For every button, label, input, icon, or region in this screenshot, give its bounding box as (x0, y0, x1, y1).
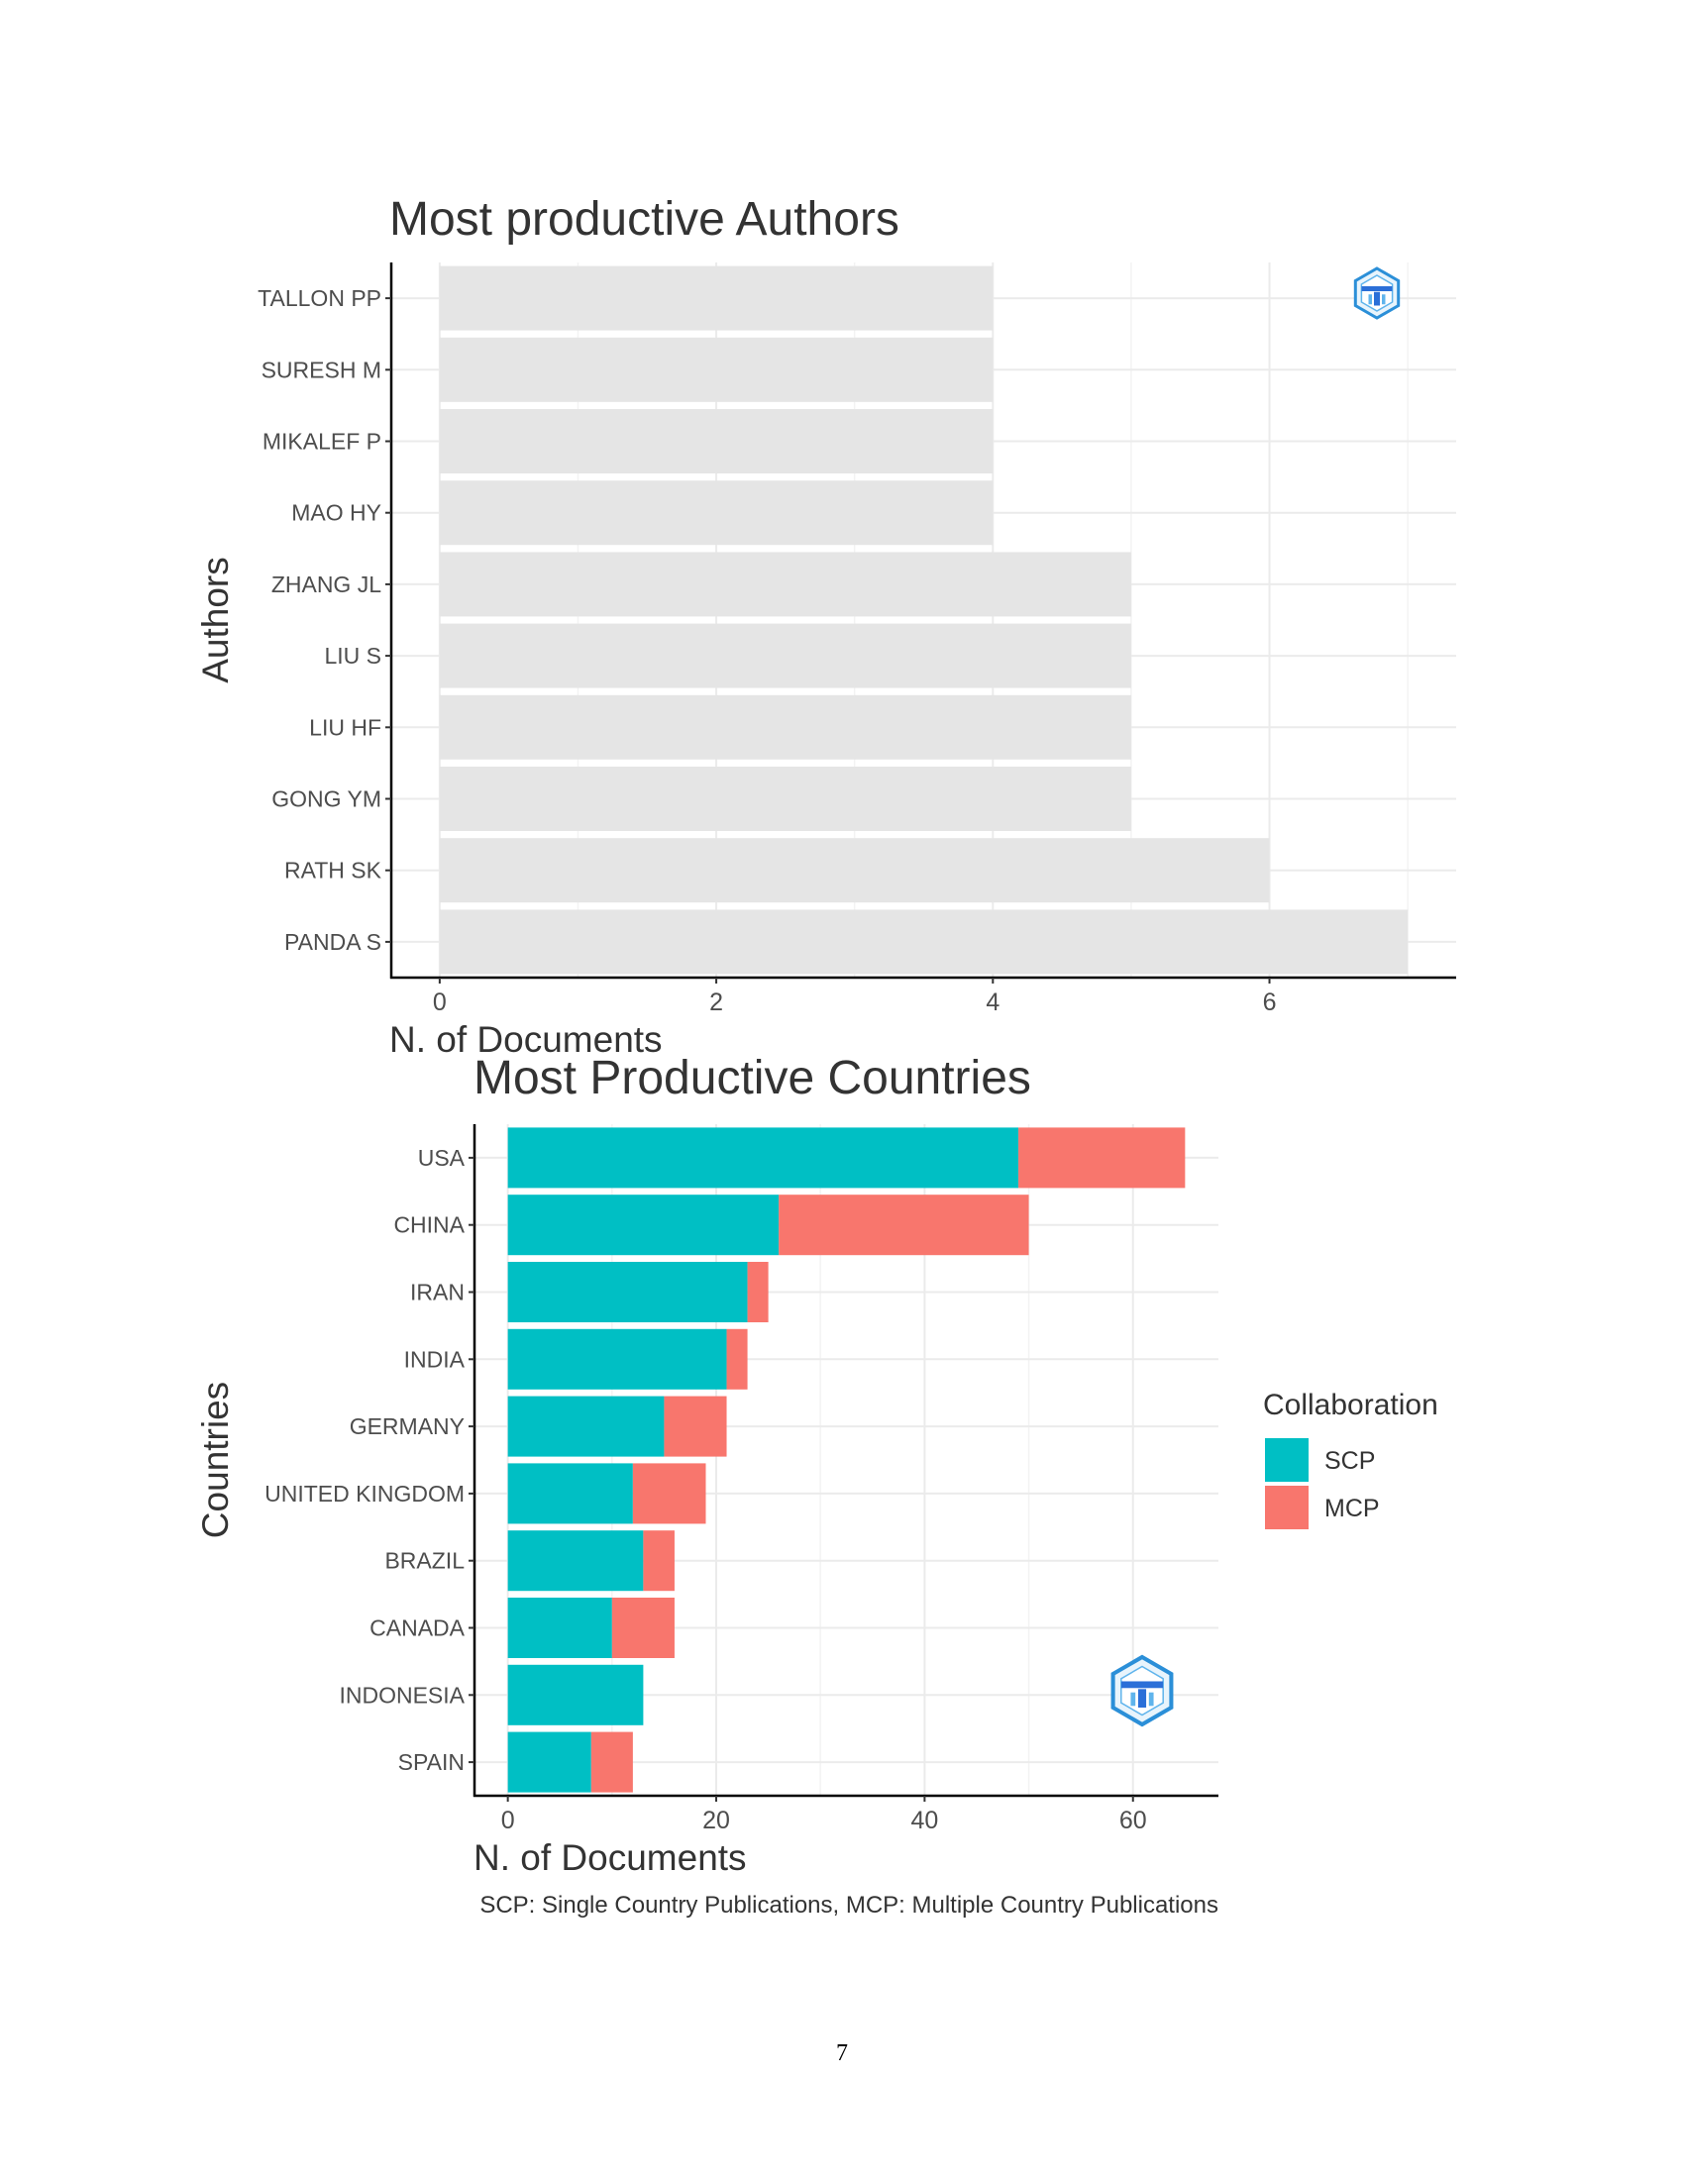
y-tick-label: LIU S (324, 643, 381, 669)
y-tick-label: GONG YM (271, 786, 381, 812)
y-tick-label: SPAIN (398, 1749, 465, 1775)
y-tick-label: BRAZIL (384, 1548, 465, 1574)
bar-mcp-canada (611, 1597, 675, 1659)
bar-scp-spain (507, 1731, 591, 1793)
y-tick-label: RATH SK (284, 858, 382, 884)
y-tick-label: CANADA (369, 1615, 466, 1641)
y-axis-title: Countries (195, 1382, 236, 1538)
bar-rath-sk (439, 838, 1270, 903)
bar-mao-hy (439, 480, 994, 546)
x-axis-title: N. of Documents (474, 1837, 747, 1878)
countries-chart: USA CHINA IRAN INDIA GERMANY UNITED KINGDOM BR… (195, 1052, 1438, 1919)
bar-mikalef-p (439, 409, 994, 473)
legend-label-scp: SCP (1324, 1447, 1375, 1475)
y-tick-label: PANDA S (284, 929, 381, 955)
y-tick-label: GERMANY (350, 1413, 465, 1439)
chart-caption: SCP: Single Country Publications, MCP: M… (479, 1892, 1218, 1919)
bar-scp-indonesia (507, 1664, 644, 1725)
bar-mcp-china (779, 1195, 1029, 1256)
bar-mcp-united-kingdom (632, 1463, 706, 1524)
x-tick-label: 6 (1263, 988, 1277, 1016)
y-tick-label: SURESH M (262, 357, 381, 382)
y-tick-label: CHINA (393, 1212, 465, 1238)
bar-liu-hf (439, 694, 1131, 760)
bar-suresh-m (439, 337, 994, 402)
bibliometrix-logo (1110, 1654, 1174, 1727)
y-tick-label: IRAN (410, 1280, 465, 1305)
bar-scp-canada (507, 1597, 612, 1659)
bar-mcp-spain (590, 1731, 633, 1793)
bar-mcp-brazil (643, 1530, 675, 1592)
bar-scp-china (507, 1195, 780, 1256)
bar-liu-s (439, 623, 1131, 688)
authors-chart: TALLON PP SURESH M MIKALEF P MAO HY ZHANG JL… (195, 193, 1456, 1060)
bar-mcp-iran (747, 1261, 769, 1323)
x-tick-label: 60 (1119, 1807, 1147, 1834)
y-tick-label: UNITED KINGDOM (264, 1481, 465, 1507)
bar-mcp-germany (664, 1396, 727, 1457)
x-axis-title: N. of Documents (389, 1019, 663, 1060)
bar-scp-usa (507, 1127, 1019, 1189)
bar-mcp-usa (1018, 1127, 1186, 1189)
x-tick-label: 40 (910, 1807, 938, 1834)
y-tick-label: TALLON PP (258, 285, 381, 311)
bar-scp-india (507, 1328, 727, 1390)
legend: Collaboration SCP MCP (1263, 1389, 1438, 1529)
x-tick-label: 4 (986, 988, 1000, 1016)
legend-label-mcp: MCP (1324, 1495, 1380, 1522)
legend-title: Collaboration (1263, 1389, 1438, 1421)
bars (507, 1127, 1186, 1793)
y-tick-label: ZHANG JL (271, 572, 381, 597)
bibliometrix-logo (1353, 266, 1401, 320)
bar-scp-germany (507, 1396, 665, 1457)
y-tick-label: LIU HF (309, 714, 381, 740)
bars (439, 265, 1409, 975)
bar-scp-iran (507, 1261, 748, 1323)
bar-tallon-pp (439, 265, 994, 331)
bar-mcp-india (726, 1328, 748, 1390)
y-tick-label: MIKALEF P (263, 429, 381, 455)
y-tick-label: MAO HY (291, 500, 381, 526)
y-tick-label: INDONESIA (339, 1682, 465, 1708)
x-tick-label: 20 (702, 1807, 730, 1834)
bar-zhang-jl (439, 552, 1131, 617)
bar-gong-ym (439, 767, 1131, 831)
x-tick-label: 0 (501, 1807, 515, 1834)
legend-key-scp (1265, 1438, 1309, 1482)
x-tick-label: 0 (433, 988, 447, 1016)
chart-title: Most productive Authors (389, 193, 899, 246)
x-tick-label: 2 (709, 988, 723, 1016)
page-number: 7 (836, 2040, 848, 2066)
bar-panda-s (439, 909, 1409, 975)
legend-key-mcp (1265, 1486, 1309, 1529)
y-tick-label: USA (418, 1145, 466, 1171)
bar-scp-brazil (507, 1530, 644, 1592)
y-tick-label: INDIA (404, 1346, 466, 1372)
bar-scp-united-kingdom (507, 1463, 633, 1524)
y-axis-title: Authors (195, 557, 236, 683)
chart-title: Most Productive Countries (474, 1052, 1031, 1104)
